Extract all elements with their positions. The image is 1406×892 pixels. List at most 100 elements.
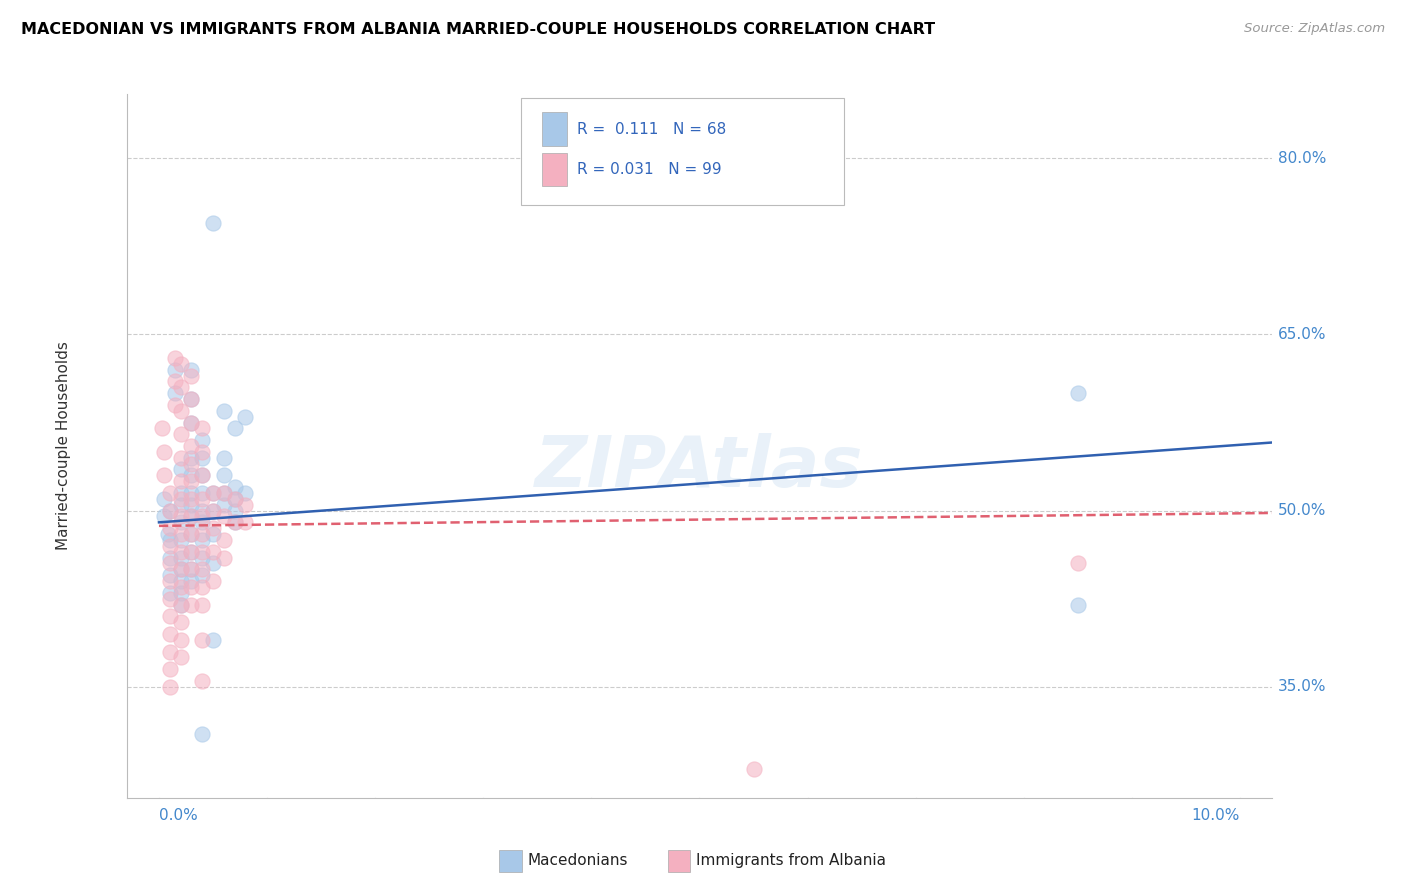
Point	[191, 727, 214, 741]
Point	[1067, 557, 1090, 571]
Point	[191, 503, 214, 517]
Point	[180, 416, 202, 430]
Point	[212, 533, 235, 547]
Point	[169, 427, 191, 442]
Point	[169, 516, 191, 530]
Point	[191, 533, 214, 547]
Point	[169, 491, 191, 506]
Point	[169, 550, 191, 565]
Text: Married-couple Households: Married-couple Households	[56, 342, 72, 550]
Point	[191, 421, 214, 435]
Point	[180, 392, 202, 406]
Point	[180, 598, 202, 612]
Point	[212, 486, 235, 500]
Point	[212, 498, 235, 512]
Point	[191, 527, 214, 541]
Point	[224, 491, 246, 506]
Text: 80.0%: 80.0%	[1278, 151, 1326, 166]
Text: 35.0%: 35.0%	[1278, 680, 1326, 694]
Point	[159, 486, 181, 500]
Point	[180, 450, 202, 465]
Point	[169, 580, 191, 594]
Text: 50.0%: 50.0%	[1278, 503, 1326, 518]
Point	[191, 598, 214, 612]
Point	[169, 509, 191, 524]
Point	[191, 673, 214, 688]
Point	[191, 445, 214, 459]
Point	[202, 544, 225, 558]
Point	[202, 557, 225, 571]
Point	[742, 762, 765, 776]
Point	[156, 527, 179, 541]
Point	[159, 586, 181, 600]
Point	[165, 398, 187, 412]
Point	[169, 486, 191, 500]
Point	[150, 421, 173, 435]
Point	[212, 468, 235, 483]
Point	[169, 632, 191, 647]
Text: 0.0%: 0.0%	[159, 808, 198, 822]
Point	[153, 509, 176, 524]
Point	[180, 486, 202, 500]
Point	[169, 598, 191, 612]
Point	[169, 562, 191, 576]
Point	[212, 403, 235, 417]
Point	[169, 533, 191, 547]
Point	[202, 632, 225, 647]
Text: 10.0%: 10.0%	[1192, 808, 1240, 822]
Point	[159, 550, 181, 565]
Point	[169, 598, 191, 612]
Point	[159, 680, 181, 694]
Point	[180, 498, 202, 512]
Point	[191, 562, 214, 576]
Point	[202, 486, 225, 500]
Point	[159, 591, 181, 606]
Point	[191, 550, 214, 565]
Point	[169, 574, 191, 588]
Point	[180, 509, 202, 524]
Point	[159, 574, 181, 588]
Text: Source: ZipAtlas.com: Source: ZipAtlas.com	[1244, 22, 1385, 36]
Point	[235, 516, 257, 530]
Point	[235, 409, 257, 424]
Point	[180, 439, 202, 453]
Point	[169, 380, 191, 394]
Point	[180, 544, 202, 558]
Point	[180, 392, 202, 406]
Point	[212, 450, 235, 465]
Point	[212, 509, 235, 524]
Point	[180, 362, 202, 376]
Point	[224, 503, 246, 517]
Point	[191, 468, 214, 483]
Point	[169, 586, 191, 600]
Point	[169, 544, 191, 558]
Point	[159, 539, 181, 553]
Point	[159, 609, 181, 624]
Point	[202, 521, 225, 535]
Text: 65.0%: 65.0%	[1278, 327, 1326, 342]
Point	[180, 562, 202, 576]
Point	[191, 580, 214, 594]
Point	[180, 491, 202, 506]
Point	[235, 498, 257, 512]
Point	[202, 503, 225, 517]
Point	[169, 462, 191, 476]
Point	[180, 527, 202, 541]
Point	[191, 632, 214, 647]
Point	[165, 362, 187, 376]
Point	[159, 568, 181, 582]
Text: Immigrants from Albania: Immigrants from Albania	[696, 854, 886, 868]
Point	[224, 421, 246, 435]
Point	[180, 574, 202, 588]
Point	[224, 516, 246, 530]
Point	[235, 486, 257, 500]
Point	[191, 468, 214, 483]
Point	[224, 480, 246, 494]
Point	[224, 491, 246, 506]
Text: R = 0.031   N = 99: R = 0.031 N = 99	[576, 162, 721, 177]
Text: R =  0.111   N = 68: R = 0.111 N = 68	[576, 122, 725, 136]
Point	[169, 527, 191, 541]
Point	[212, 550, 235, 565]
Point	[180, 562, 202, 576]
Point	[180, 474, 202, 488]
